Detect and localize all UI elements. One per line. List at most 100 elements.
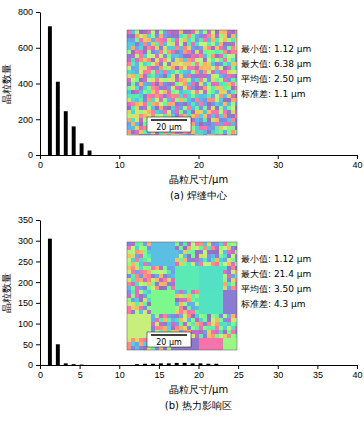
inset-grain [227, 98, 231, 102]
inset-grain [207, 290, 211, 294]
inset-grain [135, 302, 139, 306]
inset-grain [203, 118, 207, 122]
inset-grain [231, 50, 235, 54]
inset-grain [135, 54, 139, 58]
inset-grain [139, 74, 143, 78]
inset-grain [151, 242, 155, 246]
inset-grain [235, 326, 237, 330]
inset-grain [171, 46, 175, 50]
inset-grain [191, 38, 195, 42]
inset-grain [147, 262, 151, 266]
inset-grain [231, 346, 235, 350]
panel-title: (a) 焊缝中心 [170, 190, 227, 201]
inset-grain [151, 266, 155, 270]
inset-grain [163, 42, 167, 46]
inset-grain [223, 106, 227, 110]
inset-grain [179, 98, 183, 102]
inset-grain [195, 38, 199, 42]
inset-grain [131, 262, 135, 266]
inset-grain [191, 50, 195, 54]
inset-grain [183, 82, 187, 86]
inset-grain [219, 258, 223, 262]
inset-grain [139, 262, 143, 266]
y-tick-mark [36, 155, 40, 156]
inset-grain [195, 130, 199, 134]
inset-grain [223, 54, 227, 58]
y-tick-label: 300 [18, 236, 33, 246]
inset-grain [183, 310, 187, 314]
inset-grain [171, 106, 175, 110]
inset-grain [183, 86, 187, 90]
inset-grain [175, 278, 179, 282]
inset-grain [215, 250, 219, 254]
inset-grain [159, 318, 163, 322]
inset-grain [211, 298, 215, 302]
y-tick: 800 [18, 7, 40, 17]
inset-grain [151, 294, 155, 298]
inset-grain [219, 326, 223, 330]
inset-grain [187, 246, 191, 250]
bar [88, 365, 92, 366]
inset-grain [139, 58, 143, 62]
inset-grain [183, 294, 187, 298]
inset-grain [131, 318, 135, 322]
inset-grain [171, 282, 175, 286]
inset-grain [195, 266, 199, 270]
inset-grain [191, 118, 195, 122]
inset-grain [211, 130, 215, 134]
inset-grain [167, 94, 171, 98]
inset-grain [135, 122, 139, 126]
x-tick: 40 [352, 365, 362, 380]
bar [111, 365, 115, 366]
inset-grain [147, 250, 151, 254]
inset-grain [227, 266, 231, 270]
bar [80, 364, 84, 365]
x-tick-mark [159, 365, 160, 369]
inset-grain [167, 258, 171, 262]
inset-grain [143, 282, 147, 286]
inset-grain [199, 298, 203, 302]
inset-grain [163, 246, 167, 250]
inset-grain [219, 342, 223, 346]
inset-grain [155, 310, 159, 314]
bar [56, 344, 60, 365]
inset-grain [207, 298, 211, 302]
inset-grain [219, 34, 223, 38]
inset-grain [167, 250, 171, 254]
bar [191, 363, 195, 365]
inset-grain [163, 50, 167, 54]
inset-grain [223, 266, 227, 270]
inset-grain [195, 262, 199, 266]
inset-grain [231, 62, 235, 66]
inset-grain [127, 114, 131, 118]
inset-grain [139, 46, 143, 50]
inset-grain [219, 282, 223, 286]
bar [64, 111, 68, 155]
inset-grain [187, 278, 191, 282]
inset-grain [183, 266, 187, 270]
inset-grain [147, 30, 151, 34]
inset-grain [167, 298, 171, 302]
inset-grain [127, 286, 131, 290]
inset-grain [155, 314, 159, 318]
inset-grain [219, 70, 223, 74]
inset-grain [235, 314, 237, 318]
inset-grain [223, 298, 227, 302]
inset-grain [127, 82, 131, 86]
bar [183, 363, 187, 365]
inset-grain [155, 282, 159, 286]
y-tick: 200 [18, 278, 40, 288]
inset-grain [171, 298, 175, 302]
inset-grain [187, 30, 191, 34]
inset-grain [215, 62, 219, 66]
inset-grain [139, 122, 143, 126]
inset-grain [155, 34, 159, 38]
inset-grain [183, 286, 187, 290]
inset-grain [211, 94, 215, 98]
inset-grain [211, 250, 215, 254]
inset-grain [199, 50, 203, 54]
inset-grain [139, 286, 143, 290]
inset-grain [191, 106, 195, 110]
inset-grain [235, 286, 237, 290]
inset-grain [183, 62, 187, 66]
